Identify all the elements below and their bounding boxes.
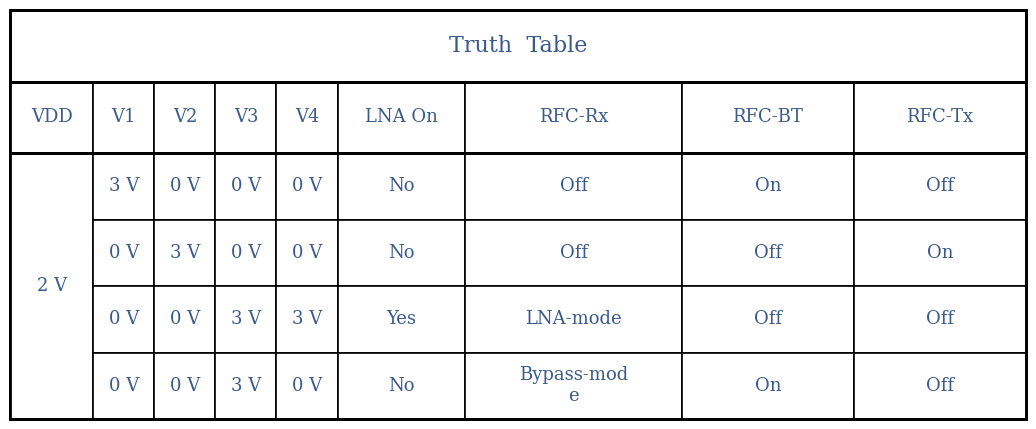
- Text: 0 V: 0 V: [109, 377, 139, 395]
- Bar: [682, 82, 854, 153]
- Text: 3 V: 3 V: [231, 377, 261, 395]
- Bar: [465, 353, 682, 419]
- Bar: [10, 10, 1026, 82]
- Bar: [154, 286, 215, 353]
- Bar: [338, 353, 465, 419]
- Bar: [154, 220, 215, 286]
- Bar: [854, 153, 1026, 220]
- Text: 3 V: 3 V: [109, 177, 139, 195]
- Text: No: No: [388, 244, 414, 262]
- Text: RFC-Tx: RFC-Tx: [906, 109, 974, 127]
- Text: Off: Off: [926, 177, 954, 195]
- Text: No: No: [388, 377, 414, 395]
- Text: On: On: [926, 244, 953, 262]
- Text: On: On: [754, 377, 781, 395]
- Bar: [465, 220, 682, 286]
- Bar: [338, 82, 465, 153]
- Bar: [682, 220, 854, 286]
- Bar: [10, 82, 93, 153]
- Text: 0 V: 0 V: [292, 244, 322, 262]
- Text: LNA-mode: LNA-mode: [525, 310, 622, 328]
- Bar: [277, 153, 338, 220]
- Bar: [338, 153, 465, 220]
- Bar: [465, 82, 682, 153]
- Bar: [93, 220, 154, 286]
- Text: RFC-BT: RFC-BT: [732, 109, 803, 127]
- Text: VDD: VDD: [31, 109, 73, 127]
- Text: 0 V: 0 V: [170, 377, 200, 395]
- Text: V3: V3: [234, 109, 258, 127]
- Bar: [215, 82, 277, 153]
- Text: Yes: Yes: [386, 310, 416, 328]
- Bar: [854, 82, 1026, 153]
- Text: RFC-Rx: RFC-Rx: [539, 109, 608, 127]
- Text: No: No: [388, 177, 414, 195]
- Text: 3 V: 3 V: [170, 244, 200, 262]
- Bar: [682, 153, 854, 220]
- Bar: [854, 353, 1026, 419]
- Text: 0 V: 0 V: [170, 177, 200, 195]
- Bar: [465, 286, 682, 353]
- Text: 2 V: 2 V: [36, 277, 66, 295]
- Text: Off: Off: [926, 377, 954, 395]
- Text: 0 V: 0 V: [109, 244, 139, 262]
- Bar: [215, 353, 277, 419]
- Bar: [338, 220, 465, 286]
- Bar: [215, 220, 277, 286]
- Bar: [93, 353, 154, 419]
- Bar: [338, 286, 465, 353]
- Bar: [215, 153, 277, 220]
- Bar: [465, 153, 682, 220]
- Text: 0 V: 0 V: [231, 244, 261, 262]
- Text: V2: V2: [173, 109, 197, 127]
- Bar: [154, 82, 215, 153]
- Text: V1: V1: [112, 109, 136, 127]
- Bar: [854, 286, 1026, 353]
- Bar: [682, 353, 854, 419]
- Text: 0 V: 0 V: [292, 177, 322, 195]
- Text: 3 V: 3 V: [231, 310, 261, 328]
- Text: Off: Off: [754, 310, 782, 328]
- Bar: [854, 220, 1026, 286]
- Bar: [10, 153, 93, 419]
- Text: 0 V: 0 V: [109, 310, 139, 328]
- Text: Off: Off: [926, 310, 954, 328]
- Text: 0 V: 0 V: [292, 377, 322, 395]
- Bar: [277, 353, 338, 419]
- Text: 0 V: 0 V: [170, 310, 200, 328]
- Text: Bypass-mod
e: Bypass-mod e: [519, 366, 628, 405]
- Bar: [93, 82, 154, 153]
- Bar: [215, 286, 277, 353]
- Bar: [93, 286, 154, 353]
- Text: V4: V4: [295, 109, 319, 127]
- Text: LNA On: LNA On: [365, 109, 438, 127]
- Bar: [277, 82, 338, 153]
- Text: 3 V: 3 V: [292, 310, 322, 328]
- Text: 0 V: 0 V: [231, 177, 261, 195]
- Text: Off: Off: [559, 244, 587, 262]
- Bar: [154, 153, 215, 220]
- Text: On: On: [754, 177, 781, 195]
- Text: Off: Off: [559, 177, 587, 195]
- Bar: [277, 220, 338, 286]
- Bar: [93, 153, 154, 220]
- Bar: [277, 286, 338, 353]
- Text: Off: Off: [754, 244, 782, 262]
- Bar: [682, 286, 854, 353]
- Bar: [154, 353, 215, 419]
- Text: Truth  Table: Truth Table: [449, 35, 587, 57]
